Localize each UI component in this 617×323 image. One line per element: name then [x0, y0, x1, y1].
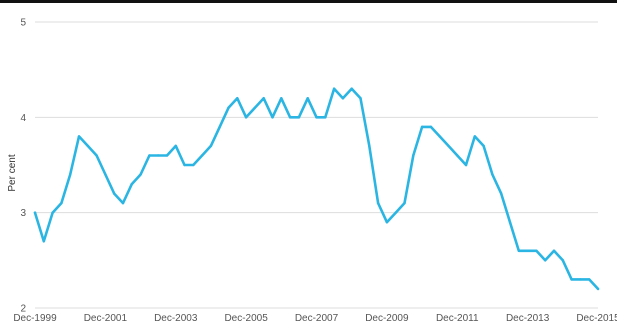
data-point	[218, 125, 221, 129]
data-point	[200, 154, 204, 157]
data-point	[104, 173, 107, 176]
data-point	[456, 154, 459, 157]
data-point	[579, 278, 582, 281]
data-point	[236, 97, 239, 100]
data-point	[403, 201, 406, 205]
x-tick-label: Dec-2009	[365, 313, 409, 323]
data-point	[183, 163, 186, 167]
data-point	[60, 201, 63, 205]
data-point	[227, 106, 230, 110]
data-point	[420, 125, 424, 129]
data-point	[95, 154, 98, 157]
data-point	[526, 249, 529, 252]
data-point	[262, 97, 265, 100]
data-point	[429, 125, 433, 129]
y-tick-label: 3	[20, 208, 26, 219]
data-point	[148, 154, 151, 157]
data-point	[139, 173, 142, 176]
data-point	[280, 97, 283, 100]
data-point	[130, 182, 133, 186]
data-point	[359, 97, 362, 100]
data-point	[341, 97, 345, 100]
data-point	[156, 154, 160, 157]
data-point	[570, 278, 573, 281]
y-axis: 2 3 4 5	[20, 18, 26, 315]
x-tick-label: Dec-1999	[13, 313, 57, 323]
data-point	[288, 116, 292, 119]
data-point	[368, 144, 371, 148]
data-point	[447, 144, 450, 148]
data-point	[350, 87, 353, 90]
data-point	[544, 259, 547, 262]
data-point	[552, 249, 556, 252]
series-group	[33, 87, 600, 291]
data-point	[51, 211, 54, 214]
data-point	[385, 221, 389, 224]
data-point	[192, 163, 195, 167]
data-point	[332, 87, 336, 90]
data-point	[596, 287, 600, 291]
y-axis-label: Per cent	[7, 154, 18, 191]
data-point	[315, 116, 318, 119]
x-tick-label: Dec-2003	[154, 313, 198, 323]
data-point	[508, 221, 512, 224]
y-tick-label: 2	[20, 304, 26, 315]
y-tick-label: 4	[20, 113, 26, 124]
x-tick-label: Dec-2011	[436, 313, 479, 323]
data-point	[500, 192, 503, 195]
data-point	[482, 144, 485, 148]
data-point	[174, 144, 177, 148]
data-point	[165, 154, 169, 157]
data-point	[561, 259, 565, 262]
x-tick-label: Dec-2007	[295, 313, 339, 323]
data-point	[517, 249, 521, 252]
data-point	[473, 135, 477, 138]
data-point	[306, 97, 309, 100]
data-point	[209, 144, 213, 148]
data-point	[42, 240, 45, 243]
data-point	[394, 211, 397, 214]
top-rule	[0, 0, 617, 3]
data-point	[535, 249, 538, 252]
data-point	[588, 278, 591, 281]
x-tick-label: Dec-2013	[506, 313, 550, 323]
series-line-0	[33, 87, 600, 291]
data-point	[244, 116, 248, 119]
data-point	[464, 163, 468, 167]
data-point	[412, 154, 415, 157]
data-point	[77, 135, 81, 138]
x-axis: Dec-1999 Dec-2001 Dec-2003 Dec-2005 Dec-2007…	[13, 313, 617, 323]
data-point	[491, 173, 494, 176]
data-point	[297, 116, 301, 119]
data-point	[86, 144, 89, 148]
data-point	[253, 106, 257, 110]
data-point	[112, 192, 116, 195]
data-point	[33, 211, 37, 214]
data-point	[68, 173, 72, 176]
gridlines	[35, 21, 598, 309]
data-point	[271, 116, 274, 119]
data-point	[438, 135, 441, 138]
y-tick-label: 5	[20, 18, 26, 29]
data-point	[121, 201, 125, 205]
x-tick-label: Dec-2001	[84, 313, 128, 323]
data-point	[324, 116, 327, 119]
x-tick-label: Dec-2015	[576, 313, 617, 323]
x-tick-label: Dec-2005	[224, 313, 268, 323]
data-point	[376, 201, 380, 205]
